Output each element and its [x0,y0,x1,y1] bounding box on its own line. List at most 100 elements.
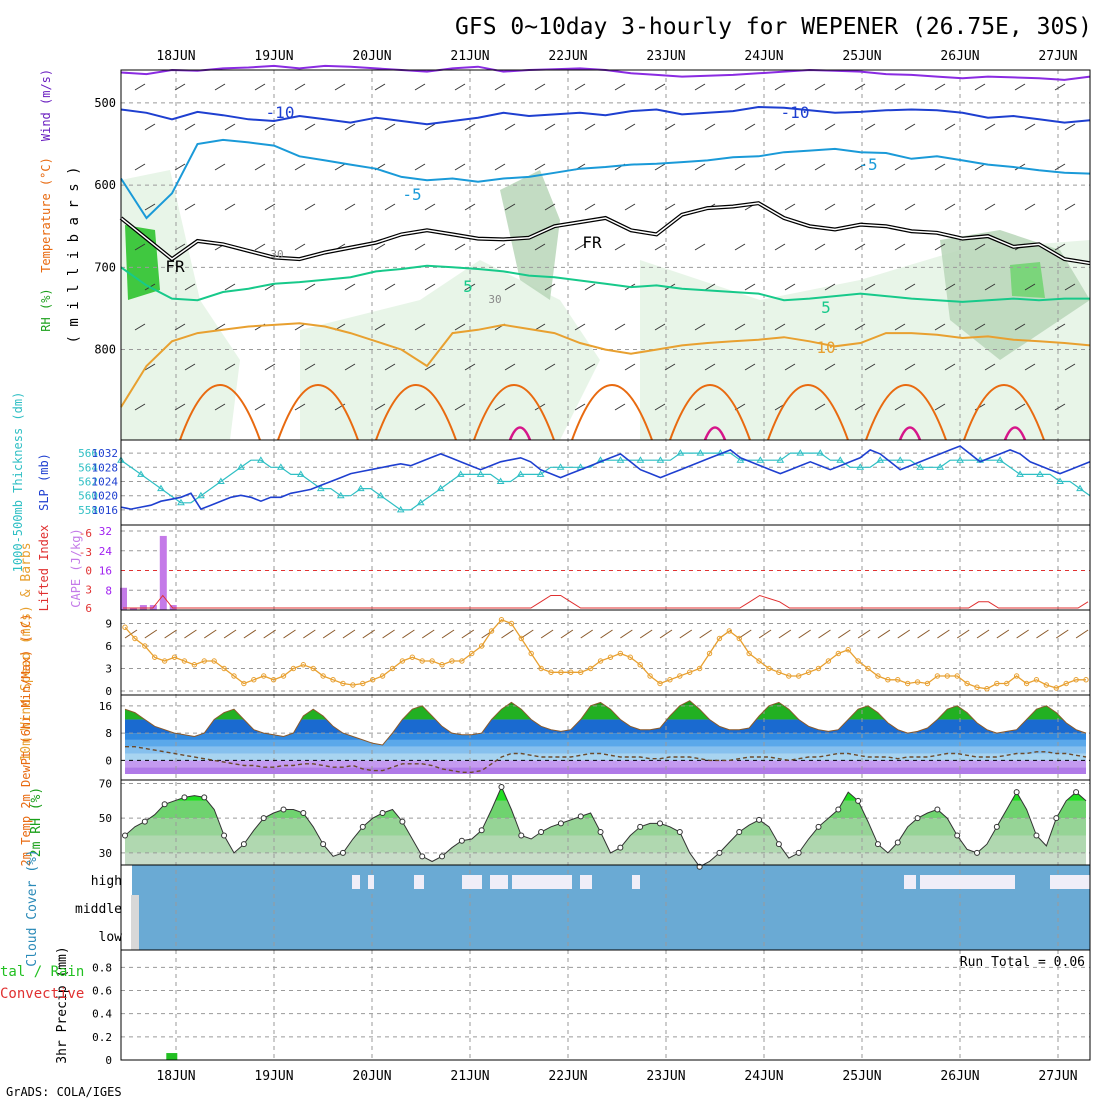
wind-barb [824,283,836,291]
rh-marker [181,794,188,801]
wind-barb [734,83,746,91]
surface-wind-barb [600,629,613,639]
wind-speed-marker [498,617,505,623]
rh-marker [339,849,346,856]
wind-barb [264,123,276,131]
slp-tick: 1016 [92,504,119,517]
contour-arch-magenta [508,426,532,441]
wind-barb [1014,323,1026,331]
temp-band [125,733,1086,740]
date-label-top: 24JUN [744,49,783,64]
wind-barb [454,323,466,331]
rh-marker [478,827,485,834]
wind-speed-marker [379,673,386,679]
rh-marker [280,806,287,813]
surface-wind-barb [699,629,712,639]
wind-speed-marker [825,658,832,664]
surface-wind-barb [639,629,653,639]
wind-speed-marker [171,654,178,660]
dewpoint-line [125,746,1087,773]
date-label-top: 25JUN [842,49,881,64]
wind-barb [384,123,396,131]
wind-speed-marker [330,677,336,683]
surface-wind-barb [263,629,276,639]
wind-barb [654,243,666,251]
thickness-marker [336,491,345,499]
wind-speed-marker [132,635,138,642]
wind-barb [494,243,506,251]
surface-wind-barb [738,629,752,639]
surface-wind-barb [441,629,455,639]
rh-marker [855,797,862,804]
rh-tick: 70 [99,777,112,790]
surface-wind-barb [798,629,811,639]
li-tick: -3 [79,546,92,559]
wind-speed-marker [657,680,663,687]
pressure-tick: 700 [94,260,116,274]
wind-barb [374,243,386,251]
wind-barb [814,163,826,171]
wind-barb [1064,123,1076,131]
wind-speed-marker [696,665,703,672]
wind-speed-marker [954,673,960,679]
wind-speed-marker [766,665,772,672]
wind-barb [334,83,346,91]
wind-barb [624,123,636,131]
thickness-marker [316,484,325,492]
wind-barb [464,363,476,371]
wind-barb [534,243,546,251]
wind-barb [294,163,306,171]
wind-barb [504,123,516,131]
rh-marker [795,849,802,856]
contour-label: -5 [858,155,877,174]
surface-wind-barb [421,629,435,639]
cloud-high-block [580,875,592,889]
surface-wind-barb [362,629,376,639]
wind-speed-marker [865,665,871,672]
wind-barb [694,403,706,411]
temp-band [125,719,1086,734]
wind-speed-marker [855,658,861,664]
rh-marker [458,837,465,844]
wind-barb [294,403,306,411]
wind-barb [694,243,706,251]
surface-wind-barb [402,629,415,639]
surface-wind-barb [937,629,950,639]
thickness-marker [516,470,525,477]
wind-barb [694,83,706,91]
thickness-marker [876,456,885,463]
date-label-bottom: 24JUN [744,1069,783,1084]
rh-marker [954,832,961,839]
wind-barb [984,283,996,291]
wind-speed-marker [617,650,624,657]
wind-barb [894,323,906,331]
wind-speed-marker [984,686,990,692]
axis-label-temp2m: 2m Temp 2m DewPt (6hr Min/Max) (°C) [19,614,33,867]
wind-barb [864,363,876,371]
wind-barb [534,163,546,171]
wind-speed-marker [142,643,148,649]
wind-speed-marker [350,682,356,688]
wind-barb [784,363,796,371]
wind-barb [864,123,876,131]
wind-barb [624,203,636,211]
cloud-high-block [414,875,424,889]
wind-speed-marker [786,673,792,679]
date-label-bottom: 22JUN [548,1069,587,1084]
wind-barb [774,243,786,251]
cloud-high-block [904,875,916,889]
rh-marker [815,823,822,830]
surface-wind-barb [203,629,217,639]
wind-barb [464,203,476,211]
thickness-marker [996,456,1004,463]
pressure-tick: 800 [94,343,116,357]
wind-speed-marker [716,635,723,642]
slp-tick: 1032 [92,447,119,460]
surface-wind-barb [223,629,237,639]
cape-tick: 8 [105,584,112,597]
contour-line-10 [120,322,1091,408]
rh-tick: 30 [99,847,112,860]
wind-speed-marker [439,662,445,668]
wind-barb [744,363,756,371]
wind-barb [144,123,156,131]
